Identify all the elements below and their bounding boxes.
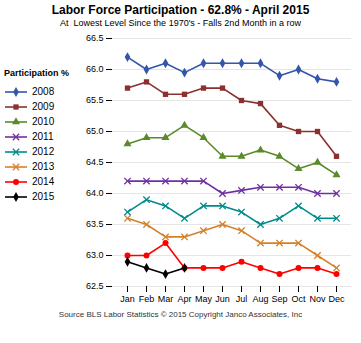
svg-text:Mar: Mar — [158, 294, 174, 304]
html-text:At Lowest Level Since the 1970: At Lowest Level Since the 1970's - Falls… — [60, 18, 301, 28]
html-text:Participation %: Participation % — [4, 68, 69, 78]
html-text:2015: 2015 — [32, 191, 55, 202]
html-text:2008: 2008 — [32, 86, 55, 97]
svg-text:66.0: 66.0 — [86, 64, 104, 74]
html-text:Source BLS Labor Statistics ©: Source BLS Labor Statistics © 2015 Copyr… — [58, 310, 303, 319]
html-text:Labor Force Participation - 62: Labor Force Participation - 62.8% - Apri… — [51, 3, 310, 17]
svg-text:64.5: 64.5 — [86, 157, 104, 167]
svg-text:Jan: Jan — [120, 294, 135, 304]
svg-text:65.0: 65.0 — [86, 126, 104, 136]
html-text:2011: 2011 — [32, 131, 54, 142]
svg-text:Aug: Aug — [252, 294, 268, 304]
html-text:2010: 2010 — [32, 116, 55, 127]
svg-text:66.5: 66.5 — [86, 33, 104, 43]
svg-text:Oct: Oct — [291, 294, 306, 304]
svg-text:Nov: Nov — [309, 294, 326, 304]
html-text:2013: 2013 — [32, 161, 55, 172]
svg-text:Sep: Sep — [271, 294, 287, 304]
svg-text:62.5: 62.5 — [86, 281, 104, 291]
html-text:2009: 2009 — [32, 101, 55, 112]
svg-text:63.5: 63.5 — [86, 219, 104, 229]
svg-text:63.0: 63.0 — [86, 250, 104, 260]
svg-text:Jun: Jun — [215, 294, 230, 304]
svg-text:65.5: 65.5 — [86, 95, 104, 105]
svg-text:Apr: Apr — [177, 294, 191, 304]
svg-text:Dec: Dec — [328, 294, 345, 304]
svg-text:May: May — [195, 294, 213, 304]
svg-text:Feb: Feb — [139, 294, 155, 304]
svg-text:Jul: Jul — [236, 294, 248, 304]
html-text:2012: 2012 — [32, 146, 55, 157]
html-text:2014: 2014 — [32, 176, 55, 187]
svg-text:64.0: 64.0 — [86, 188, 104, 198]
